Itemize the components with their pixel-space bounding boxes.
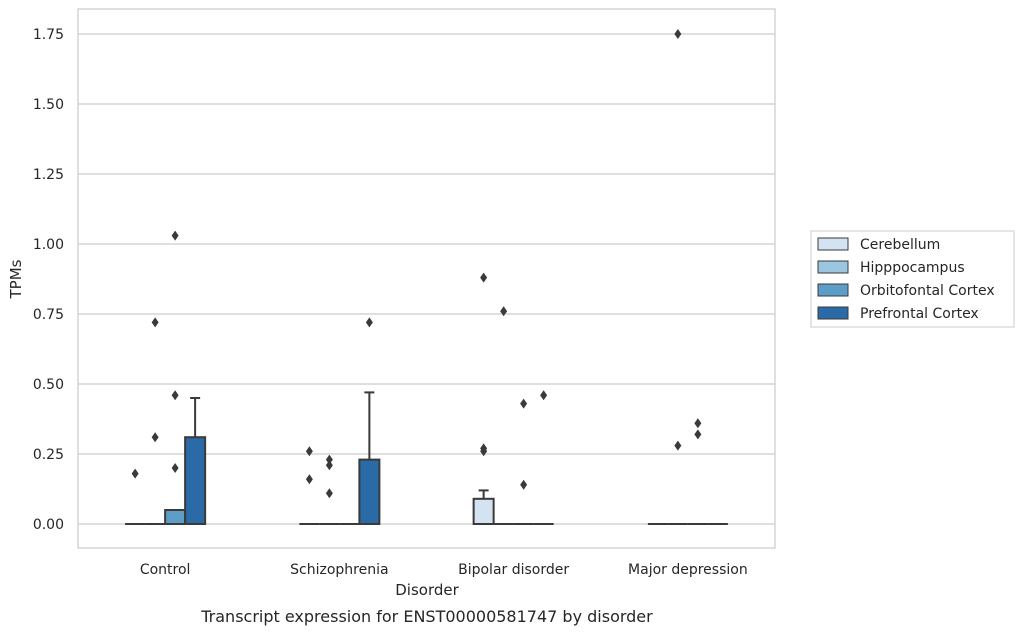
x-axis-label: Disorder	[395, 581, 459, 599]
box-2-3	[687, 418, 708, 525]
outlier-point	[500, 306, 508, 317]
legend-swatch	[817, 283, 849, 297]
box-3-1	[358, 317, 381, 526]
outlier-point	[694, 418, 702, 429]
legend-item: Hipppocampus	[817, 260, 965, 276]
y-tick-label: 0.00	[33, 517, 64, 533]
y-axis-label: TPMs	[7, 259, 25, 299]
legend-label: Prefrontal Cortex	[860, 306, 979, 322]
outlier-point	[325, 488, 333, 499]
x-tick-label: Major depression	[628, 562, 748, 578]
box-0-2	[472, 272, 495, 525]
box-body	[358, 458, 381, 526]
outlier-point	[365, 317, 373, 328]
legend: Cerebellum Hipppocampus Orbitofontal Corte…	[810, 230, 1015, 328]
y-tick-label: 0.50	[33, 377, 64, 393]
outlier-point	[694, 429, 702, 440]
outlier-point	[305, 474, 313, 485]
x-tick-label: Bipolar disorder	[458, 562, 569, 578]
y-tick-label: 1.00	[33, 237, 64, 253]
outlier-point	[325, 454, 333, 465]
y-tick-label: 0.75	[33, 307, 64, 323]
plot-area	[77, 8, 776, 549]
y-tick-label: 1.25	[33, 167, 64, 183]
outlier-point	[540, 390, 548, 401]
outlier-point	[674, 29, 682, 39]
legend-swatch	[817, 306, 849, 320]
outlier-point	[151, 317, 159, 328]
box-1-0	[145, 317, 166, 525]
outlier-point	[305, 446, 313, 457]
outlier-point	[131, 468, 139, 479]
box-3-2	[533, 390, 554, 525]
legend-item: Cerebellum	[817, 237, 940, 253]
y-tick-label: 1.50	[33, 97, 64, 113]
box-0-1	[299, 446, 320, 525]
legend-label: Orbitofontal Cortex	[860, 283, 995, 299]
legend-swatch	[817, 260, 849, 274]
legend-swatch	[817, 237, 849, 251]
outlier-point	[325, 460, 333, 471]
outlier-point	[171, 463, 179, 473]
y-tick-labels: 0.00 0.25 0.50 0.75 1.00 1.25 1.50 1.75	[33, 27, 64, 533]
outlier-point	[480, 443, 488, 454]
x-tick-label: Control	[140, 562, 191, 578]
box-2-2	[513, 398, 534, 525]
box-body	[164, 509, 187, 525]
outlier-point	[520, 479, 528, 490]
outlier-point	[520, 398, 528, 409]
legend-item: Orbitofontal Cortex	[817, 283, 995, 299]
box-2-0	[164, 230, 187, 525]
outlier-point	[151, 432, 159, 443]
outlier-point	[674, 440, 682, 451]
legend-item: Prefrontal Cortex	[817, 306, 979, 322]
legend-label: Hipppocampus	[860, 260, 965, 276]
x-tick-label: Schizophrenia	[290, 562, 388, 578]
box-body	[184, 436, 207, 526]
x-tick-labels: Control Schizophrenia Bipolar disorder Majo…	[140, 562, 748, 578]
box-1-2	[493, 306, 514, 525]
outlier-point	[480, 272, 488, 283]
box-3-0	[184, 397, 207, 526]
box-1-3	[667, 29, 688, 525]
y-tick-label: 1.75	[33, 27, 64, 43]
legend-label: Cerebellum	[860, 237, 940, 253]
outlier-point	[171, 390, 179, 401]
outlier-point	[171, 230, 179, 241]
box-1-1	[319, 454, 340, 525]
box-0-0	[125, 468, 146, 525]
chart-caption: Transcript expression for ENST0000058174…	[200, 607, 653, 626]
box-body	[472, 497, 495, 525]
boxes	[125, 29, 728, 526]
y-tick-label: 0.25	[33, 447, 64, 463]
